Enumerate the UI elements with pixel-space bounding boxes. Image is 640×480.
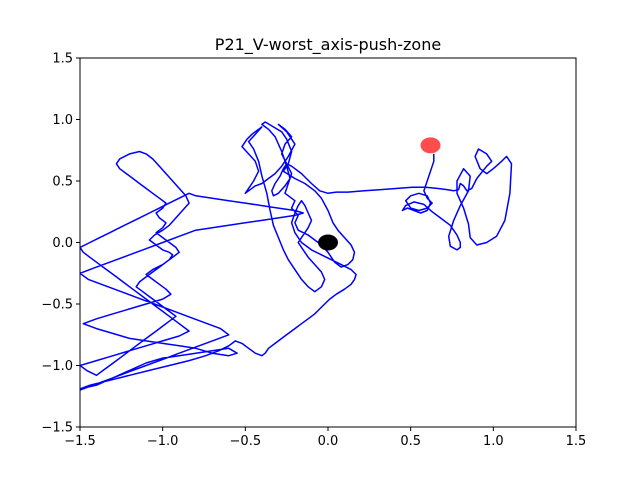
x-tick-label: 0.0 xyxy=(318,434,339,449)
y-tick-label: 0.0 xyxy=(52,236,73,251)
y-tick-label: 0.5 xyxy=(52,175,73,190)
series-layer xyxy=(80,121,513,391)
x-tick-label: −0.5 xyxy=(230,434,262,449)
y-tick-label: 1.5 xyxy=(52,52,73,67)
plot-area xyxy=(80,121,513,391)
marker-layer xyxy=(318,137,441,251)
y-tick-label: −0.5 xyxy=(41,298,73,313)
x-tick-label: 0.5 xyxy=(400,434,421,449)
x-tick-label: 1.5 xyxy=(566,434,587,449)
x-tick-label: 1.0 xyxy=(483,434,504,449)
x-tick-label: −1.0 xyxy=(147,434,179,449)
trajectory-line xyxy=(80,121,513,391)
y-tick-label: 1.0 xyxy=(52,113,73,128)
x-axis: −1.5 −1.0 −0.5 0.0 0.5 1.0 1.5 xyxy=(64,427,586,449)
start-marker xyxy=(318,234,338,251)
y-tick-label: −1.0 xyxy=(41,359,73,374)
y-tick-label: −1.5 xyxy=(41,421,73,436)
target-marker xyxy=(420,137,441,154)
chart-title: P21_V-worst_axis-push-zone xyxy=(215,35,441,55)
y-axis: −1.5 −1.0 −0.5 0.0 0.5 1.0 1.5 xyxy=(41,52,80,436)
x-tick-label: −1.5 xyxy=(64,434,96,449)
